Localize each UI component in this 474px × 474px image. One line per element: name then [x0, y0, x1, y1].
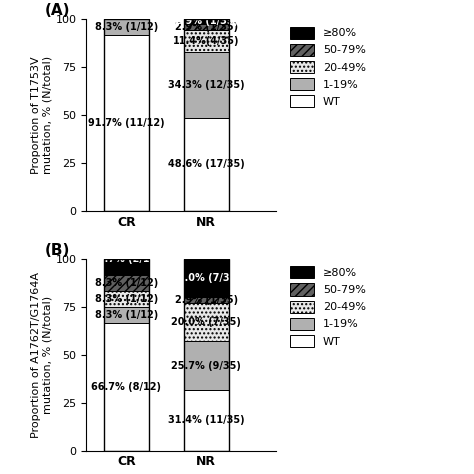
- Bar: [104, 35, 149, 211]
- Text: 48.6% (17/35): 48.6% (17/35): [168, 159, 245, 169]
- Bar: [104, 259, 149, 451]
- Text: 2.9% (1/35): 2.9% (1/35): [175, 295, 238, 305]
- Text: 8.3% (1/12): 8.3% (1/12): [95, 278, 158, 288]
- Bar: [184, 390, 229, 451]
- Y-axis label: Proportion of T1753V
mutation, % (N/total): Proportion of T1753V mutation, % (N/tota…: [31, 56, 53, 174]
- Text: 8.3% (1/12): 8.3% (1/12): [95, 293, 158, 304]
- Bar: [104, 307, 149, 322]
- Bar: [184, 259, 229, 297]
- Bar: [184, 24, 229, 30]
- Bar: [184, 118, 229, 211]
- Bar: [184, 30, 229, 52]
- Bar: [104, 19, 149, 35]
- Text: 31.4% (11/35): 31.4% (11/35): [168, 415, 245, 426]
- Text: (B): (B): [45, 243, 70, 258]
- Bar: [184, 52, 229, 118]
- Text: (A): (A): [45, 3, 70, 18]
- Legend: ≥80%, 50-79%, 20-49%, 1-19%, WT: ≥80%, 50-79%, 20-49%, 1-19%, WT: [288, 264, 368, 349]
- Y-axis label: Proportion of A1762T/G1764A
mutation, % (N/total): Proportion of A1762T/G1764A mutation, % …: [31, 272, 53, 438]
- Bar: [184, 297, 229, 302]
- Bar: [184, 18, 229, 24]
- Bar: [184, 341, 229, 390]
- Bar: [184, 19, 229, 211]
- Text: 25.7% (9/35): 25.7% (9/35): [172, 361, 241, 371]
- Bar: [104, 291, 149, 307]
- Text: 8.3% (1/12): 8.3% (1/12): [95, 22, 158, 32]
- Text: 8.3% (1/12): 8.3% (1/12): [95, 310, 158, 319]
- Bar: [104, 275, 149, 291]
- Bar: [184, 302, 229, 341]
- Text: 2.9% (1/35): 2.9% (1/35): [175, 17, 238, 27]
- Bar: [104, 322, 149, 451]
- Text: 20.0% (7/35): 20.0% (7/35): [172, 273, 241, 283]
- Text: 66.7% (8/12): 66.7% (8/12): [91, 382, 161, 392]
- Legend: ≥80%, 50-79%, 20-49%, 1-19%, WT: ≥80%, 50-79%, 20-49%, 1-19%, WT: [288, 24, 368, 109]
- Text: 91.7% (11/12): 91.7% (11/12): [88, 118, 164, 128]
- Bar: [104, 243, 149, 275]
- Bar: [104, 19, 149, 211]
- Text: 20.0% (7/35): 20.0% (7/35): [172, 317, 241, 327]
- Text: 2.9% (1/35): 2.9% (1/35): [175, 22, 238, 32]
- Text: 16.7% (2/12): 16.7% (2/12): [91, 254, 161, 264]
- Text: 11.4%(4/35): 11.4%(4/35): [173, 36, 239, 46]
- Bar: [184, 259, 229, 451]
- Text: 34.3% (12/35): 34.3% (12/35): [168, 80, 245, 90]
